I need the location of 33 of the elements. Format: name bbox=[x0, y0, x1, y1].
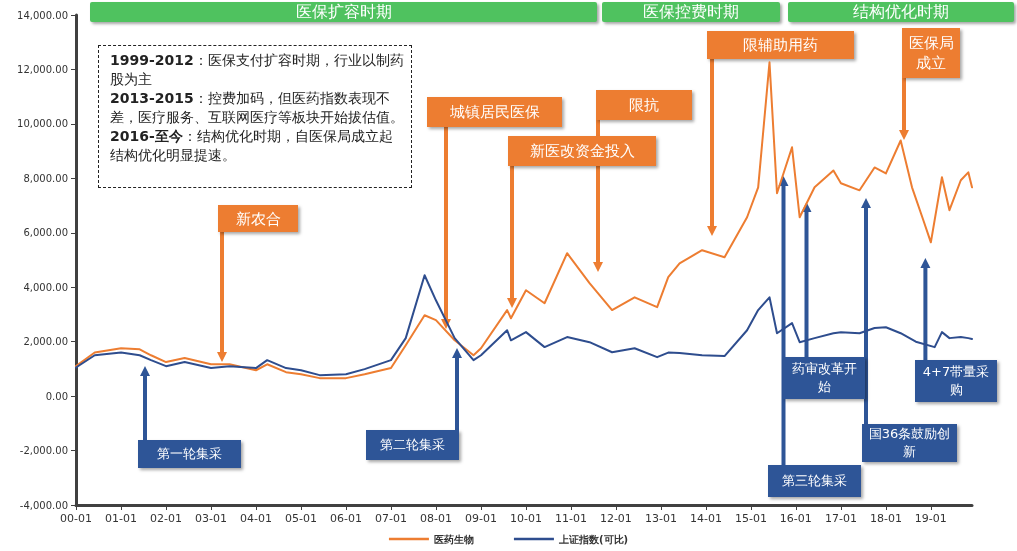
x-tick-label: 08-01 bbox=[419, 512, 452, 525]
y-tick-label: 14,000.00 bbox=[17, 9, 68, 21]
x-tick-label: 01-01 bbox=[105, 512, 138, 525]
y-tick-label: -2,000.00 bbox=[19, 445, 68, 457]
y-tick-label: 6,000.00 bbox=[23, 227, 68, 239]
x-tick-label: 00-01 bbox=[60, 512, 92, 525]
y-tick-label: 2,000.00 bbox=[23, 336, 68, 348]
x-tick-label: 14-01 bbox=[689, 512, 722, 525]
x-tick-label: 16-01 bbox=[779, 512, 812, 525]
y-tick-label: 4,000.00 bbox=[23, 281, 68, 293]
x-tick-label: 07-01 bbox=[374, 512, 407, 525]
x-tick-label: 19-01 bbox=[914, 512, 947, 525]
x-tick-label: 02-01 bbox=[150, 512, 183, 525]
legend-label: 上证指数(可比) bbox=[557, 533, 629, 545]
x-tick-label: 04-01 bbox=[239, 512, 272, 525]
y-tick-label: 10,000.00 bbox=[17, 118, 68, 130]
x-tick-label: 06-01 bbox=[330, 512, 362, 525]
x-tick-label: 18-01 bbox=[869, 512, 902, 525]
x-tick-label: 03-01 bbox=[195, 512, 227, 525]
y-tick-label: 0.00 bbox=[45, 390, 68, 402]
x-tick-label: 09-01 bbox=[465, 512, 497, 525]
y-tick-label: -4,000.00 bbox=[19, 499, 68, 511]
x-tick-label: 05-01 bbox=[285, 512, 318, 525]
x-tick-label: 17-01 bbox=[824, 512, 857, 525]
y-tick-label: 12,000.00 bbox=[17, 63, 68, 75]
x-tick-label: 12-01 bbox=[599, 512, 632, 525]
x-tick-label: 11-01 bbox=[554, 512, 587, 525]
text: 1999-2012：医保支付扩容时期，行业以制药股为主 2013-2015：控费加码，但医药指数表现不差，医疗服务、互联网医疗等板块开始拔估值。 2016-至今：结构优化时期，自医保局成立起结构优化明显提速。 bbox=[110, 52, 404, 163]
x-tick-label: 10-01 bbox=[509, 512, 542, 525]
x-tick-label: 15-01 bbox=[734, 512, 767, 525]
legend-label: 医药生物 bbox=[433, 533, 474, 545]
x-tick-label: 13-01 bbox=[644, 512, 677, 525]
y-tick-label: 8,000.00 bbox=[23, 172, 68, 184]
